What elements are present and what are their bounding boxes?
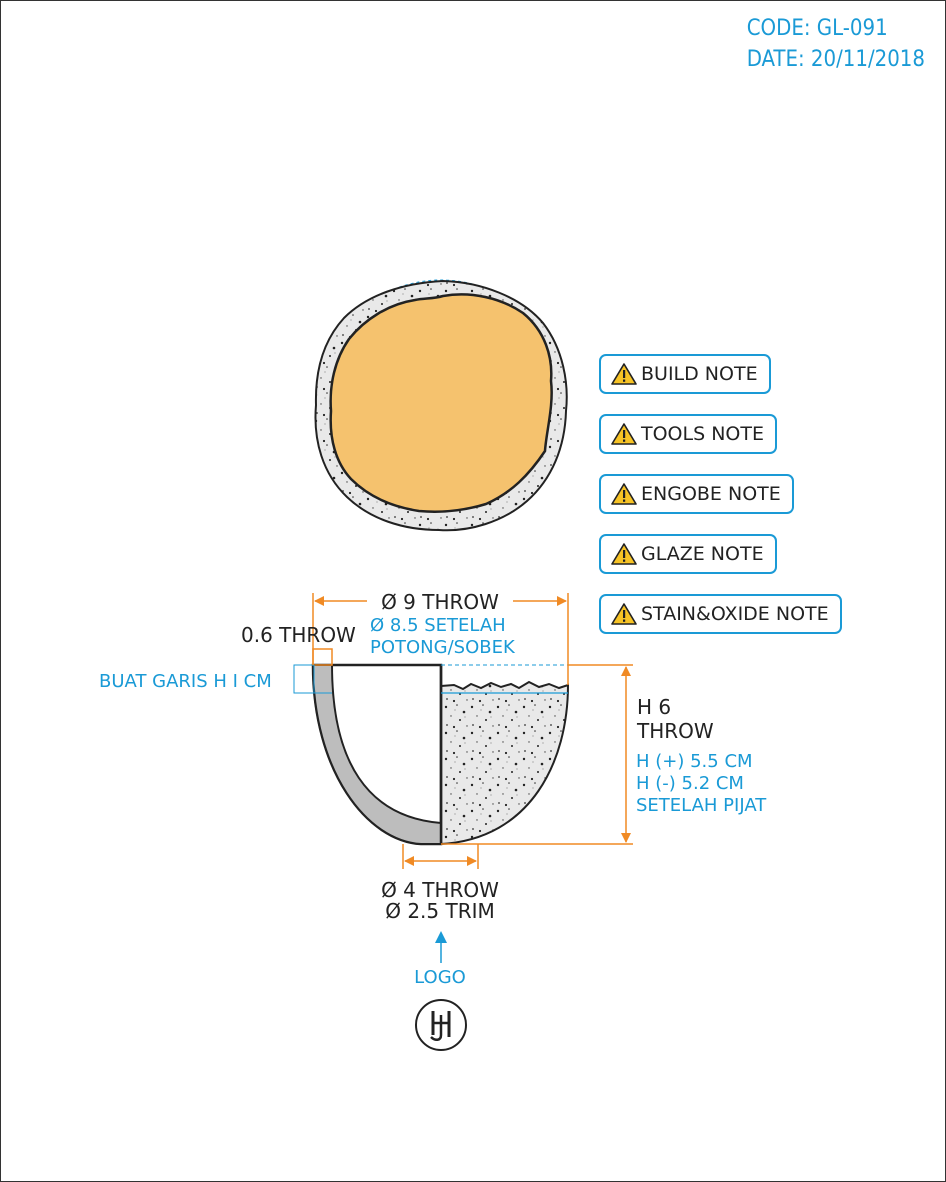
line-mark-label: BUAT GARIS H I CM (99, 671, 272, 692)
warning-icon (611, 483, 637, 505)
engobe-note-button[interactable]: ENGOBE NOTE (599, 474, 794, 514)
height-minus-label: H (-) 5.2 CM (636, 773, 744, 794)
height-after-label: SETELAH PIJAT (636, 795, 767, 816)
foot-throw-label: Ø 4 THROW (381, 878, 499, 902)
logo-label: LOGO (414, 967, 466, 988)
warning-icon (611, 543, 637, 565)
drawing-date: DATE: 20/11/2018 (746, 47, 925, 72)
glaze-note-button[interactable]: GLAZE NOTE (599, 534, 777, 574)
top-view (314, 279, 568, 532)
height-label-1: H 6 (637, 695, 671, 719)
stain-oxide-note-label: STAIN&OXIDE NOTE (641, 603, 829, 625)
top-diameter-after-label: Ø 8.5 SETELAH (370, 615, 506, 636)
section-view (293, 648, 570, 846)
warning-icon (611, 363, 637, 385)
warning-icon (611, 423, 637, 445)
dimension-labels: Ø 9 THROW Ø 8.5 SETELAH POTONG/SOBEK 0.6… (99, 590, 767, 988)
build-note-label: BUILD NOTE (641, 363, 758, 385)
height-plus-label: H (+) 5.5 CM (636, 751, 753, 772)
glaze-note-label: GLAZE NOTE (641, 543, 764, 565)
engobe-note-label: ENGOBE NOTE (641, 483, 781, 505)
build-note-button[interactable]: BUILD NOTE (599, 354, 771, 394)
top-diameter-after-label-2: POTONG/SOBEK (370, 637, 516, 658)
logo-stamp-icon (415, 999, 467, 1051)
foot-trim-label: Ø 2.5 TRIM (385, 899, 495, 923)
top-diameter-label: Ø 9 THROW (381, 590, 499, 614)
stain-oxide-note-button[interactable]: STAIN&OXIDE NOTE (599, 594, 842, 634)
tools-note-button[interactable]: TOOLS NOTE (599, 414, 777, 454)
dimension-lines (312, 593, 633, 963)
warning-icon (611, 603, 637, 625)
height-label-2: THROW (636, 719, 714, 743)
wall-thickness-label: 0.6 THROW (241, 623, 356, 647)
tools-note-label: TOOLS NOTE (641, 423, 764, 445)
title-block: CODE: GL-091 DATE: 20/11/2018 (747, 13, 925, 75)
product-code: CODE: GL-091 (746, 16, 888, 41)
